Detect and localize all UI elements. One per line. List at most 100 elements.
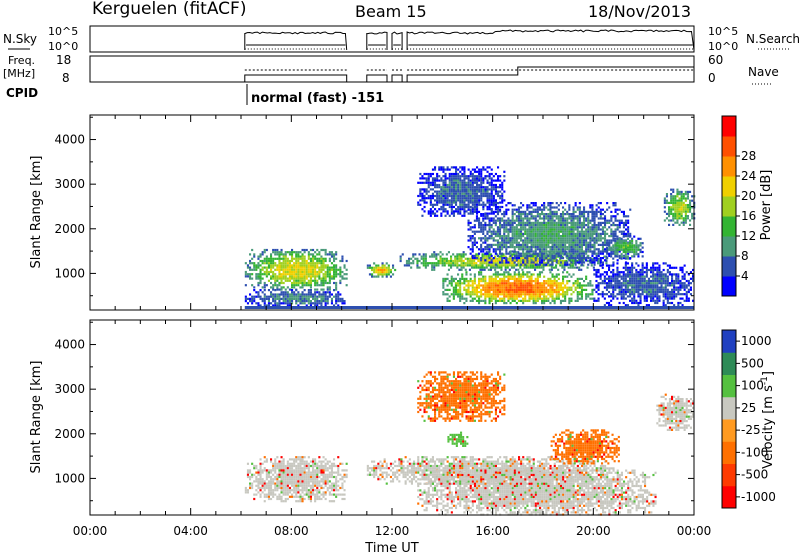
heat-cell xyxy=(450,179,453,182)
heat-cell xyxy=(601,248,604,251)
heat-cell xyxy=(614,210,617,213)
heat-cell xyxy=(626,282,629,285)
heat-cell xyxy=(274,295,277,298)
heat-cell xyxy=(492,228,495,231)
heat-cell xyxy=(658,295,661,298)
heat-cell xyxy=(633,244,636,247)
heat-cell xyxy=(559,282,562,285)
heat-cell xyxy=(526,237,529,240)
heat-cell xyxy=(524,297,527,300)
heat-cell xyxy=(435,264,438,267)
heat-cell xyxy=(284,264,287,267)
heat-cell xyxy=(682,206,685,209)
heat-cell xyxy=(267,273,270,276)
heat-cell xyxy=(681,268,684,272)
heat-cell xyxy=(488,282,491,285)
heat-cell xyxy=(517,237,520,240)
heat-cell xyxy=(261,277,264,280)
heat-cell xyxy=(504,266,507,269)
heat-cell xyxy=(501,186,504,189)
heat-cell xyxy=(650,290,653,294)
heat-cell xyxy=(595,241,598,244)
heat-cell xyxy=(513,264,516,267)
heat-cell xyxy=(293,268,296,271)
heat-cell xyxy=(489,253,492,256)
heat-cell xyxy=(295,273,298,276)
heat-cell xyxy=(532,230,535,233)
heat-cell xyxy=(467,199,470,202)
heat-cell xyxy=(513,293,516,296)
heat-cell xyxy=(488,280,491,283)
heat-cell xyxy=(549,202,552,205)
heat-cell xyxy=(278,275,281,278)
heat-cell xyxy=(583,252,586,255)
heat-cell xyxy=(664,297,667,300)
heat-cell xyxy=(534,257,537,260)
heat-cell xyxy=(528,206,531,209)
heat-cell xyxy=(597,226,600,229)
heat-cell xyxy=(682,193,685,196)
heat-cell xyxy=(671,293,674,296)
heat-cell xyxy=(680,190,683,193)
heat-cell xyxy=(614,275,617,278)
heat-cell xyxy=(543,239,546,242)
heat-cell xyxy=(664,282,667,285)
heat-cell xyxy=(278,264,281,267)
heat-cell xyxy=(639,286,642,289)
heat-cell xyxy=(555,252,558,255)
heat-cell xyxy=(295,300,298,303)
heat-cell xyxy=(507,261,510,264)
heat-cell xyxy=(681,286,684,289)
heat-cell xyxy=(503,228,506,231)
heat-cell xyxy=(675,295,678,298)
heat-cell xyxy=(460,253,463,256)
heat-cell xyxy=(645,286,648,289)
heat-cell xyxy=(477,264,480,267)
heat-cell xyxy=(482,286,485,289)
heat-cell xyxy=(288,253,291,256)
heat-cell xyxy=(614,255,617,258)
heat-cell xyxy=(587,210,590,213)
heat-cell xyxy=(526,230,529,233)
heat-cell xyxy=(665,199,668,202)
heat-cell xyxy=(511,288,514,291)
heat-cell xyxy=(267,297,270,300)
heat-cell xyxy=(501,235,504,238)
heat-cell xyxy=(536,226,539,229)
heat-cell xyxy=(368,266,371,269)
heat-cell xyxy=(504,264,507,267)
heat-cell xyxy=(677,286,680,289)
heat-cell xyxy=(564,208,567,211)
heat-cell xyxy=(549,280,552,283)
heat-cell xyxy=(469,172,472,176)
heat-cell xyxy=(566,248,569,251)
heat-cell xyxy=(422,264,425,267)
heat-cell xyxy=(578,243,581,246)
heat-cell xyxy=(486,208,489,211)
heat-cell xyxy=(478,271,481,274)
heat-cell xyxy=(549,210,552,213)
heat-cell xyxy=(431,168,434,171)
heat-cell xyxy=(515,241,518,244)
heat-cell xyxy=(484,297,487,300)
heat-cell xyxy=(666,284,669,287)
heat-cell xyxy=(309,300,312,303)
heat-cell xyxy=(530,297,533,300)
heat-cell xyxy=(486,175,489,178)
heat-cell xyxy=(253,268,256,271)
heat-cell xyxy=(291,259,294,263)
heat-cell xyxy=(530,291,533,294)
heat-cell xyxy=(549,241,552,244)
heat-cell xyxy=(328,281,331,285)
heat-cell xyxy=(286,304,289,307)
heat-cell xyxy=(335,268,338,271)
heat-cell xyxy=(625,235,628,238)
heat-cell xyxy=(469,248,472,251)
heat-cell xyxy=(282,266,285,269)
heat-cell xyxy=(603,275,606,278)
heat-cell xyxy=(305,304,308,307)
heat-cell xyxy=(326,264,329,267)
heat-cell xyxy=(677,279,680,283)
heat-cell xyxy=(530,206,533,209)
heat-cell xyxy=(244,275,247,278)
